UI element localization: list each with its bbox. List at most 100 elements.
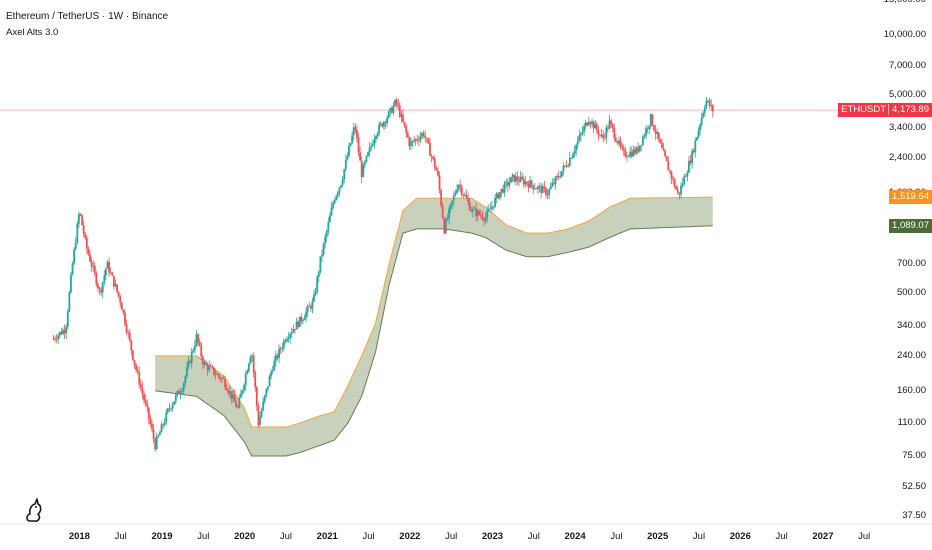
price-tick-label: 500.00 <box>896 286 926 298</box>
candle <box>63 324 66 340</box>
candle <box>89 250 91 263</box>
candle-body <box>93 265 96 274</box>
candle <box>394 99 396 107</box>
candle-body <box>492 206 495 208</box>
candle-body <box>659 139 662 143</box>
candle <box>274 350 277 367</box>
candle <box>146 399 149 413</box>
candle-body <box>589 122 592 124</box>
candle <box>240 389 242 399</box>
candle-body <box>308 306 311 307</box>
candle <box>705 97 708 109</box>
candle-body <box>395 100 398 104</box>
candle-body <box>611 123 614 129</box>
candle-body <box>519 176 522 182</box>
candle <box>124 309 126 327</box>
candle-body <box>654 130 657 134</box>
cloud-upper-badge: 1,519.64 <box>889 190 932 205</box>
time-tick-label: Jul <box>692 531 706 542</box>
candle-body <box>664 150 667 157</box>
candle-body <box>87 248 90 255</box>
candle <box>298 316 301 328</box>
candle-body <box>144 400 147 404</box>
candle-body <box>533 188 536 190</box>
candle <box>616 140 619 146</box>
candle-body <box>694 140 697 153</box>
candle-body <box>97 284 99 289</box>
candle-body <box>65 326 68 334</box>
candle-body <box>522 178 525 185</box>
candle <box>476 208 479 221</box>
candle <box>540 183 543 199</box>
price-tick-label: 52.50 <box>902 480 926 492</box>
price-tick-label: 15,000.00 <box>884 0 926 5</box>
candle <box>599 134 601 138</box>
symbol-title[interactable]: Ethereum / TetherUS · 1W · Binance <box>6 11 169 22</box>
candle <box>341 175 344 188</box>
candle <box>73 247 76 266</box>
candle <box>479 209 482 220</box>
candle <box>390 105 393 114</box>
candle <box>551 178 554 188</box>
cloud-lower-badge: 1,089.07 <box>889 218 932 233</box>
time-tick-label: Jul <box>775 531 788 542</box>
candle <box>135 362 137 374</box>
candle <box>151 419 153 433</box>
candle <box>484 212 487 225</box>
candle-body <box>521 176 524 179</box>
candle <box>694 137 697 158</box>
candle <box>611 122 614 133</box>
candle-body <box>673 179 676 187</box>
candle <box>93 262 96 277</box>
candle-body <box>251 355 253 357</box>
candle <box>545 186 547 199</box>
candle <box>286 335 288 343</box>
candle <box>572 152 574 159</box>
candle-body <box>444 219 447 233</box>
candle-body <box>413 140 416 142</box>
candle-body <box>348 146 350 157</box>
tradingview-logo-icon[interactable] <box>24 496 46 524</box>
candle <box>159 430 161 436</box>
candle-body <box>643 135 646 137</box>
candle <box>289 332 292 344</box>
candle-body <box>104 268 107 276</box>
candle <box>301 318 304 325</box>
candle-body <box>273 360 276 371</box>
candle <box>154 436 157 452</box>
candle <box>224 375 226 390</box>
candle-body <box>224 378 226 388</box>
candle-body <box>592 121 595 129</box>
candle-body <box>111 272 114 276</box>
candle-body <box>626 156 628 158</box>
indicator-label[interactable]: Axel Alts 3.0 <box>6 27 59 38</box>
candle-body <box>565 165 568 167</box>
candle-body <box>122 309 125 313</box>
candle <box>559 171 562 179</box>
candle <box>537 184 539 194</box>
candle-body <box>130 340 133 351</box>
candle-body <box>451 200 454 204</box>
candle-body <box>403 121 406 126</box>
candle-body <box>595 123 598 131</box>
candle-body <box>95 273 98 285</box>
candle <box>200 341 203 361</box>
candle <box>387 110 390 119</box>
candle <box>691 148 694 169</box>
candle-body <box>678 192 681 195</box>
candle <box>58 331 61 339</box>
candle-body <box>560 171 563 177</box>
candle-body <box>112 275 115 287</box>
candle <box>233 389 236 402</box>
candle-body <box>174 395 177 402</box>
candle-body <box>599 134 601 136</box>
candle <box>219 375 222 383</box>
candle-body <box>554 177 557 185</box>
candle-body <box>247 363 250 371</box>
candle <box>254 369 257 392</box>
candle-body <box>429 142 431 156</box>
candle-body <box>333 200 336 204</box>
candle <box>313 289 315 303</box>
candle <box>257 402 260 428</box>
